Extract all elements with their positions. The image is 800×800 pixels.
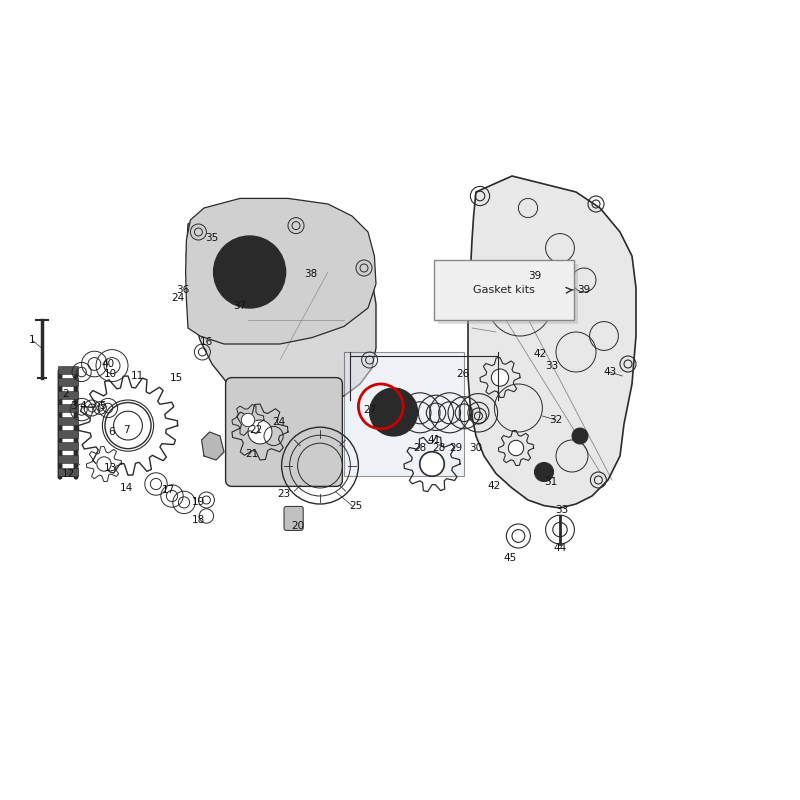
Polygon shape bbox=[468, 176, 636, 508]
Text: 14: 14 bbox=[120, 483, 133, 493]
Text: 4: 4 bbox=[80, 401, 86, 410]
Text: 6: 6 bbox=[109, 427, 115, 437]
Text: 26: 26 bbox=[456, 370, 469, 379]
Text: 12: 12 bbox=[62, 469, 74, 478]
Text: 25: 25 bbox=[350, 501, 362, 510]
FancyBboxPatch shape bbox=[434, 260, 574, 320]
Text: 28: 28 bbox=[432, 443, 445, 453]
Circle shape bbox=[572, 428, 588, 444]
Text: 10: 10 bbox=[104, 370, 117, 379]
Text: 42: 42 bbox=[534, 349, 546, 358]
Text: 37: 37 bbox=[234, 301, 246, 310]
Text: 39: 39 bbox=[528, 271, 541, 281]
Text: 33: 33 bbox=[546, 362, 558, 371]
FancyBboxPatch shape bbox=[284, 506, 303, 530]
Bar bbox=[58, 404, 78, 412]
Text: 7: 7 bbox=[123, 426, 130, 435]
Text: 15: 15 bbox=[170, 373, 182, 382]
Text: 41: 41 bbox=[427, 435, 440, 445]
Text: 30: 30 bbox=[470, 443, 482, 453]
Text: 11: 11 bbox=[131, 371, 144, 381]
Text: 43: 43 bbox=[603, 367, 616, 377]
Text: 24: 24 bbox=[272, 418, 285, 427]
Text: 22: 22 bbox=[250, 426, 262, 435]
Circle shape bbox=[97, 457, 111, 471]
Text: 27: 27 bbox=[363, 405, 376, 414]
Polygon shape bbox=[202, 432, 224, 460]
Circle shape bbox=[491, 369, 509, 386]
Bar bbox=[58, 430, 78, 438]
Text: 40: 40 bbox=[102, 359, 114, 369]
Text: 1: 1 bbox=[29, 335, 35, 345]
Text: 2: 2 bbox=[62, 389, 69, 398]
Text: 33: 33 bbox=[555, 506, 568, 515]
Circle shape bbox=[248, 420, 272, 444]
Text: 32: 32 bbox=[550, 415, 562, 425]
Polygon shape bbox=[186, 216, 376, 408]
Text: 29: 29 bbox=[450, 443, 462, 453]
Bar bbox=[58, 378, 78, 386]
Text: 21: 21 bbox=[246, 450, 258, 459]
Text: Gasket kits: Gasket kits bbox=[474, 285, 535, 295]
Text: 20: 20 bbox=[291, 522, 304, 531]
Circle shape bbox=[419, 451, 445, 477]
Text: 31: 31 bbox=[544, 477, 557, 486]
Circle shape bbox=[235, 258, 264, 286]
Text: 44: 44 bbox=[554, 543, 566, 553]
Text: 19: 19 bbox=[192, 498, 205, 507]
Bar bbox=[58, 391, 78, 399]
Text: 17: 17 bbox=[162, 485, 174, 494]
Text: 35: 35 bbox=[206, 234, 218, 243]
Text: 13: 13 bbox=[104, 463, 117, 473]
Bar bbox=[58, 442, 78, 450]
Circle shape bbox=[370, 388, 418, 436]
FancyBboxPatch shape bbox=[226, 378, 342, 486]
FancyBboxPatch shape bbox=[438, 264, 578, 324]
Text: 36: 36 bbox=[176, 285, 189, 294]
Circle shape bbox=[105, 402, 151, 449]
Text: 24: 24 bbox=[171, 293, 184, 302]
Circle shape bbox=[242, 414, 254, 426]
Polygon shape bbox=[344, 352, 464, 476]
Polygon shape bbox=[186, 198, 376, 344]
Text: 39: 39 bbox=[578, 285, 590, 294]
Circle shape bbox=[534, 462, 554, 482]
Circle shape bbox=[214, 236, 286, 308]
Text: 16: 16 bbox=[200, 338, 213, 347]
Text: 3: 3 bbox=[70, 402, 77, 411]
Text: 28: 28 bbox=[414, 443, 426, 453]
Text: 42: 42 bbox=[488, 482, 501, 491]
Bar bbox=[58, 366, 78, 374]
Bar bbox=[58, 417, 78, 425]
Text: 23: 23 bbox=[278, 490, 290, 499]
Circle shape bbox=[508, 440, 524, 456]
Bar bbox=[58, 468, 78, 476]
Circle shape bbox=[226, 248, 274, 296]
Bar bbox=[58, 455, 78, 463]
Text: 5: 5 bbox=[99, 402, 106, 411]
Text: 18: 18 bbox=[192, 515, 205, 525]
Text: 45: 45 bbox=[504, 554, 517, 563]
Text: 38: 38 bbox=[304, 269, 317, 278]
